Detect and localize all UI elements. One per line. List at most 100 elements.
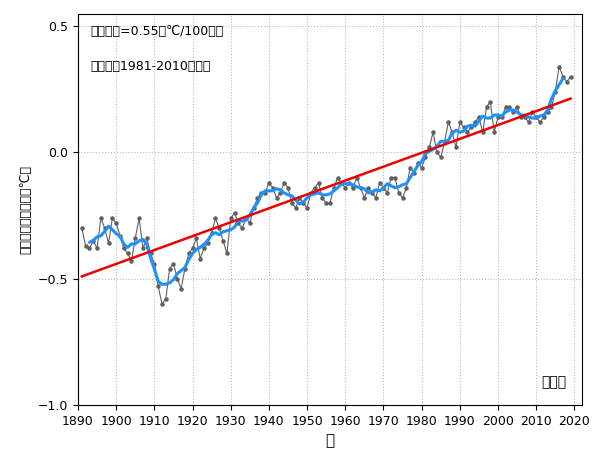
X-axis label: 年: 年: [325, 433, 335, 448]
Point: [482, 104, 491, 111]
Point: [230, 209, 239, 216]
Point: [169, 260, 178, 267]
Point: [470, 118, 480, 126]
Point: [268, 184, 278, 191]
Point: [196, 255, 205, 262]
Point: [146, 250, 155, 257]
Point: [115, 232, 125, 239]
Point: [406, 164, 415, 171]
Point: [222, 250, 232, 257]
Point: [100, 225, 110, 232]
Point: [165, 265, 175, 272]
Text: 平年値：1981-2010年平均: 平年値：1981-2010年平均: [91, 60, 211, 73]
Point: [287, 199, 296, 207]
Point: [421, 154, 430, 161]
Point: [81, 242, 91, 249]
Point: [333, 174, 343, 181]
Point: [532, 113, 541, 121]
Text: 気象庁: 気象庁: [542, 375, 567, 389]
Point: [88, 237, 98, 244]
Point: [123, 250, 133, 257]
Point: [241, 215, 251, 222]
Point: [107, 215, 117, 222]
Point: [134, 215, 144, 222]
Point: [455, 118, 464, 126]
Point: [512, 104, 522, 111]
Point: [562, 78, 572, 86]
Point: [379, 184, 388, 191]
Point: [550, 88, 560, 95]
Point: [436, 154, 446, 161]
Point: [280, 179, 289, 186]
Point: [314, 179, 323, 186]
Point: [295, 194, 304, 202]
Point: [348, 184, 358, 191]
Point: [104, 240, 113, 247]
Point: [176, 285, 186, 292]
Point: [226, 215, 236, 222]
Point: [302, 204, 312, 212]
Point: [367, 189, 377, 197]
Point: [375, 179, 385, 186]
Point: [417, 164, 427, 171]
Point: [310, 184, 320, 191]
Point: [527, 108, 537, 116]
Point: [413, 159, 422, 166]
Point: [138, 245, 148, 252]
Point: [554, 63, 564, 70]
Point: [535, 118, 545, 126]
Point: [394, 189, 404, 197]
Point: [317, 194, 327, 202]
Point: [386, 174, 396, 181]
Point: [238, 225, 247, 232]
Point: [275, 189, 285, 197]
Point: [85, 245, 94, 252]
Point: [260, 189, 270, 197]
Point: [211, 215, 220, 222]
Point: [501, 104, 511, 111]
Point: [130, 235, 140, 242]
Point: [364, 184, 373, 191]
Point: [352, 174, 362, 181]
Text: トレンド=0.55（℃/100年）: トレンド=0.55（℃/100年）: [91, 25, 224, 38]
Point: [340, 184, 350, 191]
Point: [428, 129, 438, 136]
Point: [566, 73, 575, 80]
Point: [337, 179, 346, 186]
Point: [249, 204, 259, 212]
Point: [180, 265, 190, 272]
Point: [398, 194, 407, 202]
Point: [524, 118, 533, 126]
Point: [558, 73, 568, 80]
Point: [440, 139, 449, 146]
Point: [233, 220, 243, 227]
Point: [520, 113, 530, 121]
Point: [466, 124, 476, 131]
Point: [371, 194, 380, 202]
Point: [329, 184, 338, 191]
Point: [463, 129, 472, 136]
Point: [344, 179, 354, 186]
Point: [245, 220, 254, 227]
Point: [253, 194, 262, 202]
Point: [493, 113, 503, 121]
Point: [478, 129, 488, 136]
Point: [161, 295, 170, 302]
Point: [485, 98, 495, 105]
Y-axis label: 海面水温の平年差（℃）: 海面水温の平年差（℃）: [19, 165, 32, 254]
Point: [409, 169, 419, 176]
Point: [508, 108, 518, 116]
Point: [547, 104, 556, 111]
Point: [149, 260, 159, 267]
Point: [256, 189, 266, 197]
Point: [157, 300, 167, 307]
Point: [172, 275, 182, 282]
Point: [207, 230, 217, 237]
Point: [264, 179, 274, 186]
Point: [291, 204, 301, 212]
Point: [142, 235, 152, 242]
Point: [306, 189, 316, 197]
Point: [191, 235, 201, 242]
Point: [127, 257, 136, 265]
Point: [119, 245, 128, 252]
